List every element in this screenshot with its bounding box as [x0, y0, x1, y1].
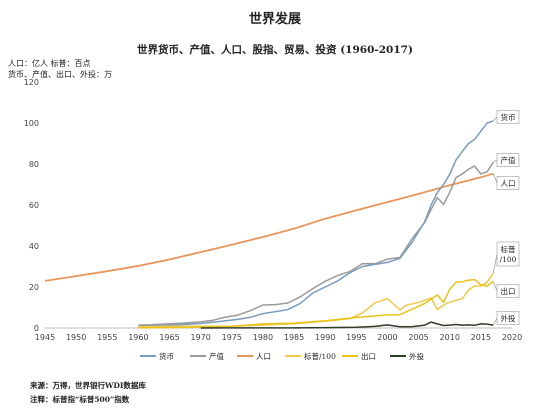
legend-label-gdp: 产值 — [209, 351, 224, 361]
callout-label-gdp: 产值 — [501, 155, 516, 165]
x-tick-label: 2020 — [502, 333, 522, 342]
x-tick-label: 1960 — [128, 333, 148, 342]
legend: 货币 产值 人口 标普/100 出口 外投 — [140, 351, 424, 361]
x-tick-label: 1950 — [66, 333, 86, 342]
y-tick-label: 60 — [29, 201, 39, 210]
callout-leader-population — [493, 173, 498, 184]
x-tick-label: 1980 — [253, 333, 273, 342]
legend-label-fdi: 外投 — [409, 351, 424, 361]
y-tick-label: 0 — [34, 324, 39, 333]
y-tick-label: 40 — [29, 242, 39, 251]
callout-box-money — [496, 110, 520, 124]
callout-box-exports — [496, 284, 520, 298]
y-tick-label: 100 — [24, 119, 39, 128]
x-tick-label: 2005 — [408, 333, 428, 342]
unit-note-1: 人口：亿人 标普：百点 — [8, 59, 91, 68]
y-tick-label: 120 — [24, 78, 39, 87]
callout-label-population: 人口 — [501, 179, 516, 188]
x-tick-label: 1990 — [315, 333, 335, 342]
x-tick-label: 2010 — [440, 333, 460, 342]
x-tick-label: 1985 — [284, 333, 304, 342]
x-tick-label: 1965 — [159, 333, 179, 342]
series-line-money — [138, 120, 494, 328]
x-tick-label: 2000 — [377, 333, 397, 342]
x-tick-label: 2015 — [471, 333, 491, 342]
callout-label-money: 货币 — [501, 112, 516, 122]
callout-box-sp500 — [496, 241, 520, 267]
x-tick-label: 1945 — [35, 333, 55, 342]
unit-note-2: 货币、产值、出口、外投：万 — [8, 70, 112, 79]
x-tick-label: 1995 — [346, 333, 366, 342]
legend-label-exports: 出口 — [361, 351, 376, 361]
source-note: 来源：万得，世界银行WDI数据库 — [30, 381, 146, 390]
legend-label-sp500: 标普/100 — [304, 351, 336, 361]
callout-leader-sp500 — [493, 253, 498, 274]
callout-leader-fdi — [493, 317, 498, 326]
series-line-fdi — [200, 321, 494, 329]
callout-label-sp500: 标普 — [501, 244, 516, 254]
callout-leader-money — [493, 116, 498, 122]
x-tick-label: 1975 — [222, 333, 242, 342]
series-line-population — [44, 172, 494, 282]
footnote: 注释：标普指“标普500”指数 — [30, 395, 130, 404]
series-line-exports — [138, 278, 494, 329]
legend-label-money: 货币 — [159, 351, 174, 361]
legend-label-population: 人口 — [256, 352, 271, 361]
series-layer — [44, 120, 494, 329]
series-line-sp500 — [138, 272, 494, 328]
callout-box-gdp — [496, 153, 520, 167]
x-tick-label: 1955 — [97, 333, 117, 342]
chart-axes: 0 20 40 60 80 100 120 1945 1950 1955 1960 1965 1970 1… — [24, 78, 522, 342]
callout-label-exports: 出口 — [501, 286, 516, 296]
x-tick-label: 1970 — [190, 333, 210, 342]
chart-subtitle: 世界货币、产值、人口、股指、贸易、投资 (1960-2017) — [137, 44, 413, 56]
callout-label-sp500-2: /100 — [500, 255, 517, 264]
series-line-gdp — [138, 161, 494, 326]
callout-box-population — [496, 176, 520, 190]
y-tick-label: 20 — [29, 283, 39, 292]
y-tick-label: 80 — [29, 160, 39, 169]
chart-title: 世界发展 — [248, 12, 301, 27]
callout-leader-gdp — [493, 159, 498, 163]
callout-box-fdi — [496, 311, 520, 325]
callout-leader-exports — [493, 281, 498, 292]
callout-label-fdi: 外投 — [501, 313, 516, 323]
